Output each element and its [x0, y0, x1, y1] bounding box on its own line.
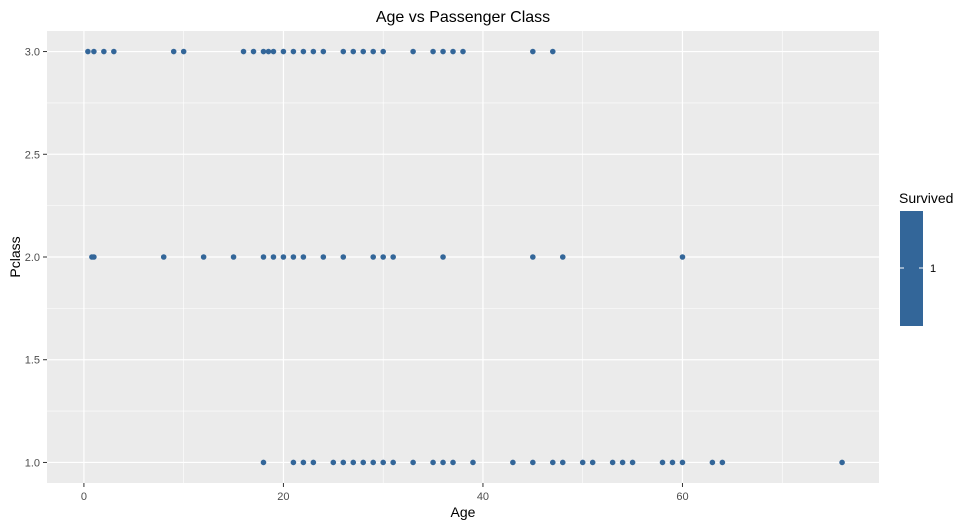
- data-point: [340, 254, 347, 260]
- data-point: [330, 459, 337, 466]
- data-point: [440, 48, 446, 55]
- data-point: [270, 48, 277, 55]
- data-point: [559, 459, 566, 466]
- x-axis: 0 20 40 60: [81, 483, 689, 503]
- legend-colorbar: [900, 211, 923, 326]
- data-point: [310, 459, 317, 466]
- chart-title: Age vs Passenger Class: [376, 9, 550, 26]
- data-point: [260, 48, 267, 55]
- y-tick-label: 1.0: [25, 457, 40, 469]
- data-point: [669, 459, 676, 466]
- data-point: [470, 459, 476, 466]
- data-point: [410, 48, 416, 55]
- data-point: [510, 459, 516, 466]
- data-point: [629, 459, 636, 466]
- data-point: [260, 459, 267, 466]
- legend: Survived 1: [899, 190, 953, 326]
- data-point: [300, 459, 307, 466]
- data-point: [679, 459, 686, 466]
- data-point: [440, 254, 446, 260]
- data-point: [460, 48, 466, 55]
- data-point: [250, 48, 257, 55]
- data-point: [430, 459, 436, 466]
- data-point: [111, 48, 117, 55]
- data-point: [450, 459, 456, 466]
- y-axis-title: Pclass: [7, 236, 23, 277]
- data-point: [320, 48, 327, 55]
- data-point: [430, 48, 436, 55]
- data-point: [280, 48, 287, 55]
- data-point: [709, 459, 716, 466]
- data-point: [290, 48, 297, 55]
- data-point: [619, 459, 626, 466]
- data-point: [290, 459, 297, 466]
- data-point: [370, 48, 377, 55]
- data-point: [380, 48, 386, 55]
- y-tick-label: 2.0: [25, 252, 40, 264]
- data-point: [290, 254, 297, 260]
- data-point: [160, 254, 167, 260]
- legend-title: Survived: [899, 190, 953, 206]
- data-point: [310, 48, 317, 55]
- data-point: [300, 254, 307, 260]
- data-point: [549, 459, 556, 466]
- data-point: [320, 254, 327, 260]
- data-point: [530, 254, 536, 260]
- data-point: [370, 254, 377, 260]
- y-axis: 1.0 1.5 2.0 2.5 3.0: [25, 47, 47, 469]
- data-point: [91, 254, 97, 260]
- data-point: [390, 459, 396, 466]
- data-point: [839, 459, 845, 466]
- data-point: [240, 48, 247, 55]
- data-point: [370, 459, 377, 466]
- y-tick-label: 3.0: [25, 47, 40, 59]
- x-tick-label: 0: [81, 491, 87, 503]
- data-point: [440, 459, 446, 466]
- data-point: [200, 254, 207, 260]
- data-point: [380, 459, 386, 466]
- data-point: [410, 459, 416, 466]
- data-point: [350, 48, 357, 55]
- data-point: [450, 48, 456, 55]
- legend-label: 1: [930, 263, 936, 275]
- data-point: [101, 48, 107, 55]
- data-point: [549, 48, 556, 55]
- y-tick-label: 2.5: [25, 149, 40, 161]
- data-point: [719, 459, 726, 466]
- data-point: [260, 254, 267, 260]
- data-point: [659, 459, 666, 466]
- data-point: [530, 459, 536, 466]
- data-point: [679, 254, 686, 260]
- y-tick-label: 1.5: [25, 355, 40, 367]
- data-point: [530, 48, 536, 55]
- data-point: [579, 459, 586, 466]
- data-point: [180, 48, 187, 55]
- data-point: [350, 459, 357, 466]
- data-point: [609, 459, 616, 466]
- data-point: [265, 48, 272, 55]
- data-point: [300, 48, 307, 55]
- data-point: [360, 459, 367, 466]
- data-point: [340, 48, 347, 55]
- data-point: [390, 254, 396, 260]
- data-point: [340, 459, 347, 466]
- x-tick-label: 60: [676, 491, 688, 503]
- data-point: [589, 459, 596, 466]
- data-point: [360, 48, 367, 55]
- data-points: [85, 48, 845, 466]
- x-tick-label: 20: [277, 491, 289, 503]
- data-point: [230, 254, 237, 260]
- x-axis-title: Age: [451, 504, 476, 520]
- data-point: [170, 48, 177, 55]
- data-point: [91, 48, 97, 55]
- data-point: [85, 48, 91, 55]
- data-point: [270, 254, 277, 260]
- data-point: [380, 254, 386, 260]
- data-point: [559, 254, 566, 260]
- data-point: [280, 254, 287, 260]
- x-tick-label: 40: [477, 491, 489, 503]
